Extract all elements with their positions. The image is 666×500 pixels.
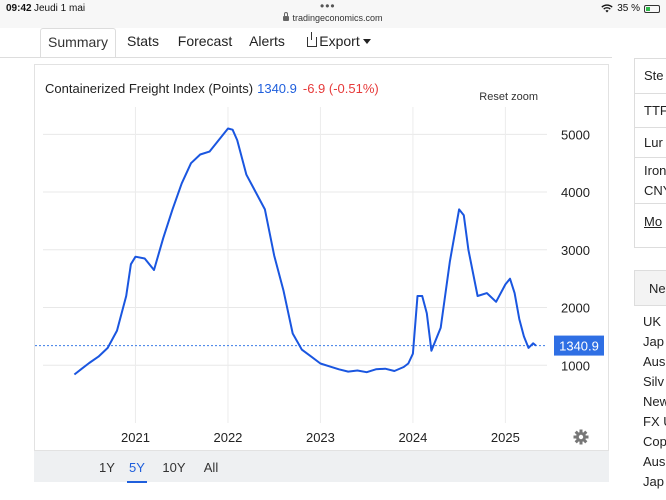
sidebar-news-header: Ne [634, 270, 666, 306]
news-item[interactable]: UK [643, 314, 662, 329]
sidebar-row[interactable]: TTF [635, 93, 666, 127]
news-item[interactable]: Jap [643, 334, 664, 349]
y-tick-label: 1000 [561, 358, 590, 373]
tab-stats-label: Stats [127, 33, 159, 49]
x-tick-label: 2021 [121, 430, 150, 445]
x-tick-label: 2022 [213, 430, 242, 445]
y-tick-label: 4000 [561, 185, 590, 200]
gear-icon[interactable] [573, 429, 589, 445]
news-item[interactable]: Jap [643, 474, 664, 489]
range-5y-button[interactable]: 5Y [127, 459, 147, 483]
y-tick-label: 5000 [561, 127, 590, 142]
tab-alerts-label: Alerts [249, 33, 285, 49]
tabs-divider [0, 57, 612, 58]
tab-forecast-label: Forecast [177, 33, 233, 49]
news-item[interactable]: New [643, 394, 666, 409]
news-item[interactable]: Cop [643, 434, 666, 449]
more-dots-icon[interactable]: ••• [320, 0, 336, 13]
export-icon [307, 32, 318, 47]
series-line [73, 127, 537, 376]
x-tick-label: 2025 [491, 430, 520, 445]
x-tick-label: 2024 [398, 430, 427, 445]
url-bar[interactable]: tradingeconomics.com [0, 12, 666, 23]
tabs-row: Summary Stats Forecast Alerts Export [0, 28, 666, 58]
tab-alerts[interactable]: Alerts [242, 28, 292, 58]
current-value-badge [554, 335, 604, 356]
news-item[interactable]: Aus [643, 354, 666, 369]
chart-header-change: -6.9 (-0.51%) [302, 81, 379, 96]
sidebar-row[interactable]: Iron CNY [635, 157, 666, 203]
reset-zoom-button[interactable]: Reset zoom [479, 91, 538, 103]
lock-icon [283, 12, 290, 21]
range-selector: 1Y 5Y 10Y All [34, 450, 609, 483]
tab-export[interactable]: Export [298, 28, 380, 58]
chart-title: Containerized Freight Index (Points) [45, 81, 254, 96]
caret-down-icon [362, 39, 371, 44]
y-tick-label: 3000 [561, 243, 590, 258]
range-1y-button[interactable]: 1Y [99, 460, 115, 475]
tab-summary-label: Summary [48, 34, 108, 50]
url-text: tradingeconomics.com [292, 13, 383, 23]
sidebar-row-line: CNY [644, 183, 666, 198]
status-time: 09:42 [6, 3, 32, 14]
battery-percent: 35 % [617, 3, 640, 14]
tab-forecast[interactable]: Forecast [172, 28, 238, 58]
current-value-label: 1340.9 [559, 339, 599, 354]
chart-header: Containerized Freight Index (Points) 1340… [45, 81, 379, 96]
status-date: Jeudi 1 mai [34, 3, 86, 14]
chart-header-value: 1340.9 [257, 81, 297, 96]
tab-stats[interactable]: Stats [118, 28, 168, 58]
tab-summary[interactable]: Summary [40, 28, 116, 58]
news-item[interactable]: Aus [643, 454, 666, 469]
tab-export-label: Export [319, 33, 360, 49]
status-bar: 09:42 Jeudi 1 mai ••• 35 % tradingeconom… [0, 0, 666, 30]
sidebar-more-link[interactable]: Mo [635, 203, 666, 239]
sidebar-market-table: Ste TTF Lur Iron CNY Mo [634, 58, 666, 248]
range-all-button[interactable]: All [203, 460, 219, 475]
x-tick-label: 2023 [306, 430, 335, 445]
range-10y-button[interactable]: 10Y [162, 460, 186, 475]
sidebar-row-line: Iron [644, 163, 666, 178]
battery-icon [644, 4, 660, 13]
status-right: 35 % [601, 3, 660, 14]
news-item[interactable]: Silv [643, 374, 664, 389]
chart-panel: Containerized Freight Index (Points) 1340… [34, 64, 609, 482]
sidebar-row[interactable]: Lur [635, 127, 666, 157]
sidebar-row[interactable]: Ste [644, 68, 664, 83]
y-tick-label: 2000 [561, 301, 590, 316]
news-item[interactable]: FX U [643, 414, 666, 429]
line-chart[interactable]: 1000 2000 3000 4000 5000 2021 2022 2023 2024 2025… [35, 65, 610, 451]
wifi-icon [601, 4, 613, 13]
